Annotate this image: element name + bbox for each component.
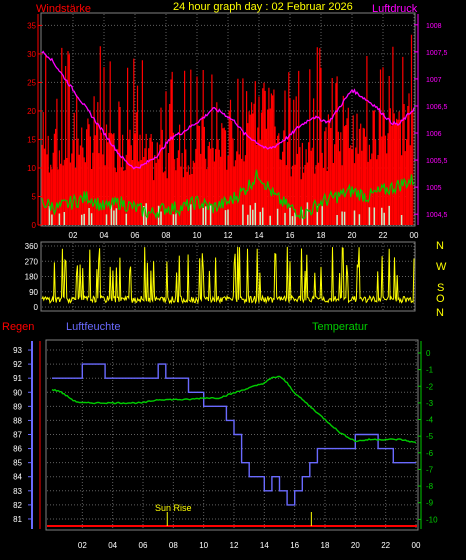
- humtemp-time-tick-label: 02: [78, 541, 87, 550]
- humidity-tick-label: 87: [13, 431, 22, 440]
- wind-tick-label: 20: [27, 107, 36, 116]
- temperature-tick-label: -2: [426, 382, 434, 391]
- avg-wind-line: [41, 169, 415, 220]
- humidity-tick-label: 85: [13, 459, 22, 468]
- temperature-tick-label: -9: [426, 499, 434, 508]
- direction-tick-label: 360: [25, 242, 39, 251]
- wind-speed-bars: [41, 34, 414, 225]
- temperature-tick-label: -4: [426, 416, 434, 425]
- temperature-tick-label: -3: [426, 399, 434, 408]
- temperature-tick-label: -10: [426, 515, 438, 524]
- time-tick-label: 00: [410, 231, 419, 240]
- humidity-tick-label: 84: [13, 473, 22, 482]
- direction-tick-label: 90: [29, 288, 38, 297]
- humtemp-time-tick-label: 14: [260, 541, 269, 550]
- humidity-temperature-plot: 81 82 83 84 85 86 87 88 89 90 91 92 93 0 -1 -2 -3 -4 -5 -6 -…: [13, 341, 438, 550]
- pressure-tick-label: 1007,5: [426, 50, 448, 57]
- time-tick-label: 18: [317, 231, 326, 240]
- wind-tick-label: 35: [27, 21, 36, 30]
- temperature-tick-label: 0: [426, 349, 431, 358]
- humtemp-time-tick-label: 20: [351, 541, 360, 550]
- pressure-line: [41, 50, 415, 170]
- humidity-tick-label: 90: [13, 388, 22, 397]
- pressure-tick-label: 1006: [426, 131, 442, 138]
- chart-title: 24 hour graph day : 02 Februar 2026: [173, 1, 353, 13]
- pressure-tick-label: 1005,5: [426, 158, 448, 165]
- temperature-legend: Temperatur: [312, 321, 368, 333]
- time-tick-label: 08: [162, 231, 171, 240]
- wind-tick-label: 25: [27, 78, 36, 87]
- humtemp-time-tick-label: 06: [139, 541, 148, 550]
- humidity-tick-label: 86: [13, 445, 22, 454]
- humtemp-time-tick-label: 10: [199, 541, 208, 550]
- humidity-tick-label: 82: [13, 501, 22, 510]
- temperature-tick-label: -6: [426, 449, 434, 458]
- sunrise-label: Sun Rise: [155, 503, 192, 513]
- calm-markers: [48, 202, 403, 225]
- time-tick-label: 20: [348, 231, 357, 240]
- time-tick-label: 14: [255, 231, 264, 240]
- humtemp-time-tick-label: 00: [412, 541, 421, 550]
- humtemp-time-tick-label: 08: [169, 541, 178, 550]
- humtemp-time-tick-label: 04: [108, 541, 117, 550]
- wind-tick-label: 30: [27, 50, 36, 59]
- dir-letter-w: W: [436, 261, 447, 273]
- direction-tick-label: 270: [25, 257, 39, 266]
- temperature-tick-label: -7: [426, 465, 434, 474]
- time-tick-label: 06: [131, 231, 140, 240]
- humidity-tick-label: 91: [13, 374, 22, 383]
- humidity-tick-label: 93: [13, 346, 22, 355]
- time-tick-label: 04: [100, 231, 109, 240]
- humtemp-time-tick-label: 18: [321, 541, 330, 550]
- dir-letter-o: O: [436, 293, 445, 305]
- humtemp-time-tick-label: 12: [230, 541, 239, 550]
- pressure-tick-label: 1006,5: [426, 104, 448, 111]
- dir-letter-s: S: [437, 282, 444, 294]
- pressure-tick-label: 1004,5: [426, 212, 448, 219]
- humidity-line: [52, 363, 416, 506]
- time-tick-label: 10: [193, 231, 202, 240]
- pressure-tick-label: 1008: [426, 23, 442, 30]
- humidity-tick-label: 92: [13, 360, 22, 369]
- wind-tick-label: 5: [32, 192, 37, 201]
- humtemp-time-tick-label: 22: [381, 541, 390, 550]
- direction-tick-label: 180: [25, 273, 39, 282]
- wind-tick-label: 15: [27, 135, 36, 144]
- dir-letter-n-top: N: [436, 240, 444, 252]
- wind-pressure-plot: 0 5 10 15 20 25 30 35 02 04 06 08 10 12 14 16 18 20 22 00 10…: [27, 14, 448, 240]
- humidity-tick-label: 89: [13, 402, 22, 411]
- time-tick-label: 22: [379, 231, 388, 240]
- wind-axis-label: Windstärke: [36, 3, 91, 15]
- pressure-tick-label: 1007: [426, 77, 442, 84]
- time-tick-label: 12: [224, 231, 233, 240]
- rain-legend: Regen: [2, 321, 34, 333]
- wind-direction-plot: 0 90 180 270 360: [25, 242, 415, 312]
- temperature-tick-label: -5: [426, 432, 434, 441]
- humidity-tick-label: 81: [13, 515, 22, 524]
- direction-tick-label: 0: [34, 303, 39, 312]
- time-tick-label: 02: [69, 231, 78, 240]
- wind-tick-label: 10: [27, 164, 36, 173]
- dir-letter-n-bottom: N: [436, 307, 444, 319]
- humidity-tick-label: 88: [13, 416, 22, 425]
- pressure-tick-label: 1005: [426, 185, 442, 192]
- humtemp-time-tick-label: 16: [290, 541, 299, 550]
- wind-tick-label: 0: [32, 221, 37, 230]
- time-tick-label: 16: [286, 231, 295, 240]
- temperature-tick-label: -8: [426, 482, 434, 491]
- pressure-axis-label: Luftdruck: [372, 3, 418, 15]
- temperature-tick-label: -1: [426, 366, 434, 375]
- humidity-tick-label: 83: [13, 487, 22, 496]
- humidity-legend: Luftfeuchte: [66, 321, 120, 333]
- temperature-line: [51, 375, 417, 444]
- wind-direction-line: [41, 246, 415, 305]
